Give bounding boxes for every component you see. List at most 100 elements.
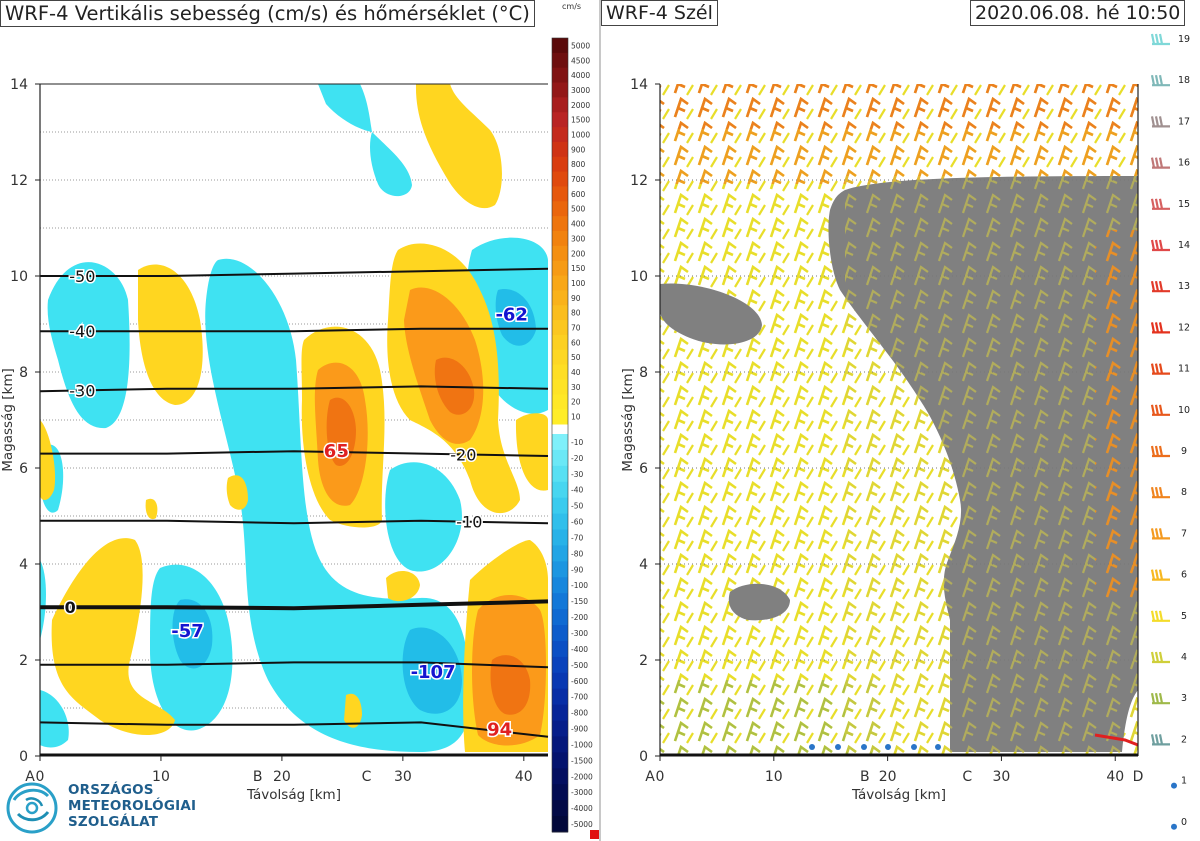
section-point-label: C [962,769,972,785]
colorbar-label: -150 [571,597,588,606]
colorbar-label: -800 [571,709,588,718]
wind-barb-icon [1150,74,1170,87]
colorbar-segment [552,609,568,626]
colorbar-segment [552,52,568,69]
y-tick-label: 10 [10,269,28,285]
wind-speed-label: 2 [1181,734,1187,745]
omsz-logo-icon [6,782,58,834]
x-tick-label: 20 [273,769,291,785]
value-label-layer: -62 65 -57 -107 94 [170,303,530,742]
isotherm-label: -20 [450,445,476,464]
colorbar-segment [552,364,568,380]
x-tick-label: 30 [394,769,412,785]
colorbar-label: -900 [571,725,588,734]
colorbar-marker-icon [590,830,599,839]
x-tick-label: 20 [879,769,897,785]
wind-barb-icon [1150,116,1170,128]
colorbar-segment [552,112,568,128]
colorbar-label: 200 [571,249,586,258]
colorbar-segment [552,275,568,291]
logo-line-1: ORSZÁGOS [68,782,154,798]
wind-speed-label: 3 [1181,693,1187,704]
x-tick-label: 0 [656,769,665,785]
calm-wind-markers [809,744,941,750]
isotherm-line [40,661,549,669]
calm-wind-marker [885,744,891,750]
colorbar-segment [552,67,568,84]
wind-barb-icon [1150,33,1170,46]
colorbar-segment [552,245,568,262]
wind-barb-icon [1150,734,1170,746]
colorbar-label: 400 [571,220,586,229]
isotherm-line [40,450,549,457]
colorbar-segment [552,736,568,753]
y-tick-label: 6 [639,461,648,477]
colorbar-segment [552,449,568,467]
wind-speed-label: 17 [1178,116,1190,127]
wind-speed-label: 16 [1178,158,1190,169]
colorbar-label: 5000 [571,41,590,50]
colorbar-segment [552,82,568,98]
y-tick-label: 2 [19,653,28,669]
colorbar-segment [552,141,568,158]
x-axis-label: Távolság [km] [851,787,946,803]
x-tick-label: 0 [36,769,45,785]
x-tick-label: 10 [152,769,170,785]
colorbar-label: -40 [571,486,583,495]
colorbar-label: 10 [571,413,581,422]
right-plot: 0 2 4 6 8 10 12 14 0 10 20 30 40 A B C D Távolság [km] Mag… [620,77,1143,803]
isotherm-label: -10 [456,513,482,532]
colorbar-label: -10 [571,438,583,447]
updraft-area [226,475,248,510]
colorbar-segment [552,656,568,674]
colorbar-label: -70 [571,533,583,542]
colorbar-segment [552,529,568,546]
colorbar-segment [552,784,568,801]
colorbar-label: -80 [571,549,583,558]
colorbar-segment [552,38,568,54]
colorbar-segment [552,260,568,277]
colorbar-segment [552,816,568,833]
downdraft-area [205,258,470,752]
wind-barb-icon [1150,610,1170,622]
colorbar-segment [552,334,568,351]
y-tick-label: 0 [19,749,28,765]
colorbar-label: 100 [571,279,586,288]
colorbar-segment [552,434,568,451]
colorbar-segment [552,593,568,610]
isotherm-line [40,599,549,611]
colorbar-segment [552,481,568,499]
colorbar-label: 600 [571,190,586,199]
wind-speed-label: 12 [1178,322,1190,333]
updraft-area [515,413,548,491]
colorbar-label: 60 [571,338,581,347]
wind-speed-label: 10 [1178,405,1190,416]
isotherm-label: -50 [69,267,95,286]
colorbar-label: 4500 [571,56,590,65]
isotherm-line [40,267,549,277]
colorbar-label: 90 [571,294,581,303]
left-plot: -50 -40 -30 -20 -10 0 -62 65 -57 -107 94 0 2 4 6 8 10 1… [0,77,549,803]
y-tick-label: 0 [639,749,648,765]
colorbar-label: 40 [571,368,581,377]
updraft-area [138,264,203,405]
colorbar-segment [552,688,568,706]
logo-line-2: METEOROLÓGIAI [68,798,197,814]
colorbar-segment [552,704,568,722]
section-point-label: A [25,769,35,785]
updraft-area [40,420,56,500]
colorbar-segment [552,640,568,658]
colorbar-segment [552,127,568,143]
wind-speed-label: 18 [1178,75,1190,86]
y-tick-label: 14 [10,77,28,93]
y-axis-label: Magasság [km] [620,368,636,471]
extreme-value-label: -57 [171,621,204,642]
wind-barb-icon [1150,528,1170,540]
extreme-value-label: 65 [324,441,349,462]
colorbar-segment [552,409,568,425]
colorbar-label: 1500 [571,116,590,125]
colorbar-label: -1500 [571,756,593,765]
colorbar-frame [551,37,569,833]
colorbar-segment [552,156,568,173]
colorbar-segment [552,720,568,737]
